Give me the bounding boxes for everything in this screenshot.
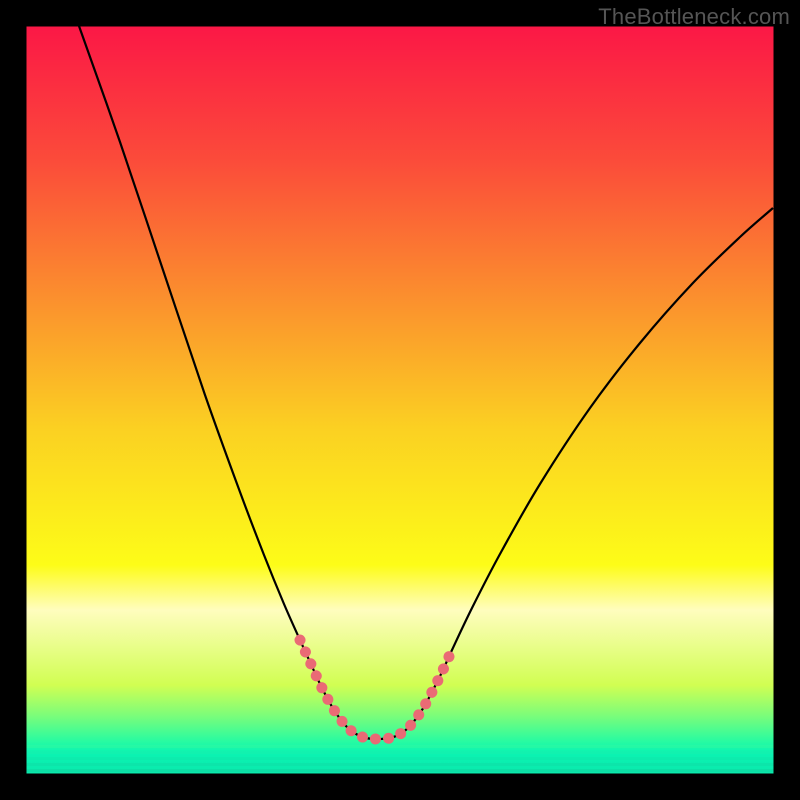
bottleneck-chart bbox=[0, 0, 800, 800]
chart-container: TheBottleneck.com bbox=[0, 0, 800, 800]
gradient-background bbox=[25, 25, 775, 775]
watermark-text: TheBottleneck.com bbox=[598, 4, 790, 30]
plot-area bbox=[25, 25, 775, 775]
